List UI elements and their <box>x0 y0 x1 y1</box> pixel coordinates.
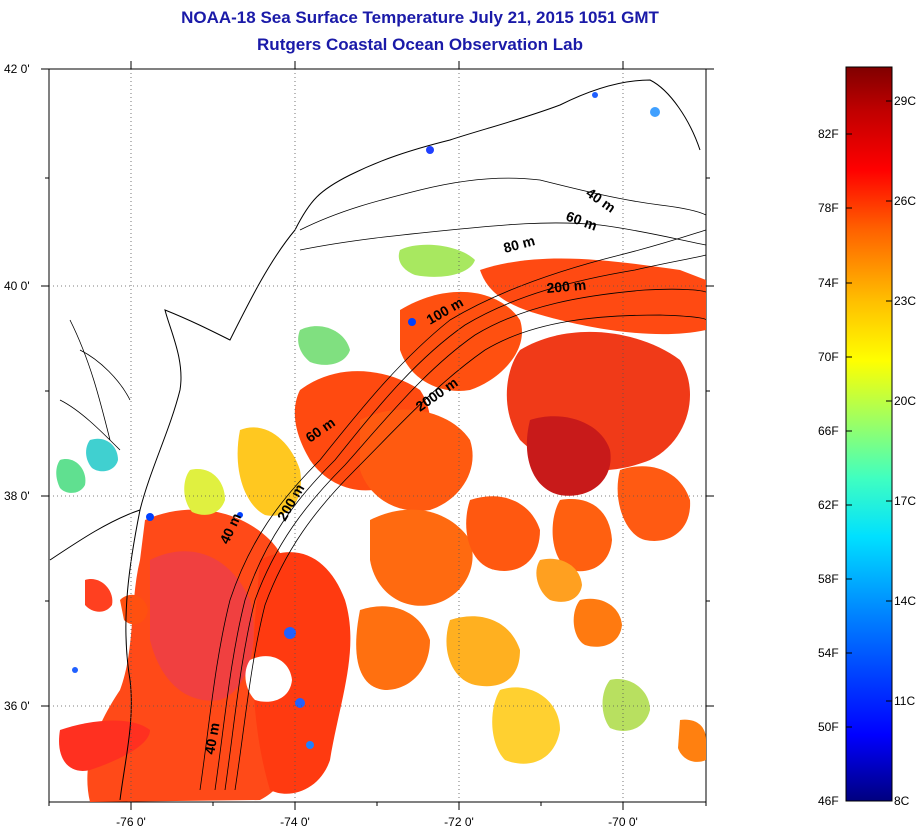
cb-c-14: 14C <box>894 594 916 608</box>
cb-c-11: 11C <box>894 694 915 708</box>
cb-f-54: 54F <box>818 646 839 660</box>
coastline <box>49 79 701 561</box>
cb-f-78: 78F <box>818 201 839 215</box>
map-subtitle: Rutgers Coastal Ocean Observation Lab <box>257 35 583 54</box>
coastline-south <box>119 509 141 801</box>
lat-label-42: 42 0' <box>4 62 30 76</box>
cb-c-8: 8C <box>894 794 910 808</box>
cb-f-74: 74F <box>818 276 839 290</box>
bathymetry-contours <box>199 177 707 791</box>
sst-field <box>56 92 706 802</box>
lat-label-40: 40 0' <box>4 279 30 293</box>
map-ticks <box>41 61 714 810</box>
cb-f-58: 58F <box>818 572 839 586</box>
cb-c-29: 29C <box>894 94 916 108</box>
graticule <box>49 69 706 802</box>
contour-label-80m: 80 m <box>502 232 537 256</box>
lon-label-76: -76 0' <box>116 815 146 829</box>
contour-label-200m-north: 200 m <box>546 277 587 296</box>
cb-c-20: 20C <box>894 394 916 408</box>
chesapeake-shore <box>59 319 131 451</box>
lat-label-36: 36 0' <box>4 699 30 713</box>
cb-c-17: 17C <box>894 494 916 508</box>
colorbar <box>845 66 893 802</box>
lon-label-70: -70 0' <box>608 815 638 829</box>
cb-f-82: 82F <box>818 127 839 141</box>
contour-label-40m-south: 40 m <box>201 721 222 755</box>
cb-c-23: 23C <box>894 294 916 308</box>
lon-label-74: -74 0' <box>280 815 310 829</box>
cb-f-66: 66F <box>818 424 839 438</box>
cb-f-70: 70F <box>818 350 839 364</box>
cb-f-46: 46F <box>818 794 839 808</box>
cb-f-62: 62F <box>818 498 839 512</box>
cb-f-50: 50F <box>818 720 839 734</box>
colorbar-ticks <box>846 100 892 728</box>
lat-label-38: 38 0' <box>4 489 30 503</box>
cb-c-26: 26C <box>894 194 916 208</box>
map-title: NOAA-18 Sea Surface Temperature July 21,… <box>181 8 659 27</box>
lon-label-72: -72 0' <box>444 815 474 829</box>
